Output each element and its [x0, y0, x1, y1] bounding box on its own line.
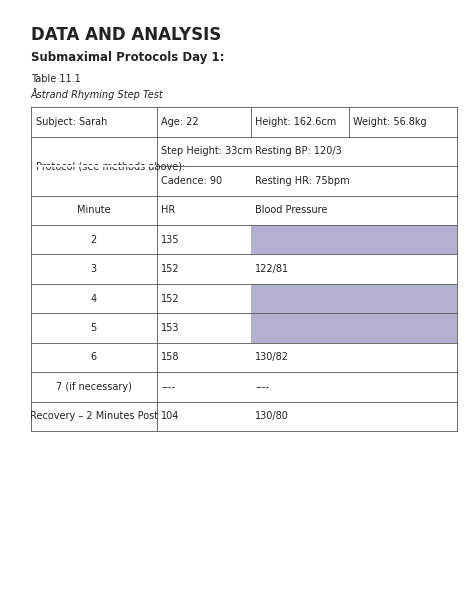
Text: Submaximal Protocols Day 1:: Submaximal Protocols Day 1:: [31, 51, 224, 64]
Text: Height: 162.6cm: Height: 162.6cm: [255, 117, 337, 127]
Text: 135: 135: [161, 235, 180, 245]
Text: 130/82: 130/82: [255, 352, 289, 362]
Text: Cadence: 90: Cadence: 90: [161, 176, 222, 186]
Text: 6: 6: [91, 352, 97, 362]
Bar: [250, 313, 457, 343]
Text: Blood Pressure: Blood Pressure: [255, 205, 328, 215]
Bar: [32, 165, 155, 167]
Text: 5: 5: [91, 323, 97, 333]
Text: Åstrand Rhyming Step Test: Åstrand Rhyming Step Test: [31, 88, 164, 100]
Text: Recovery – 2 Minutes Post: Recovery – 2 Minutes Post: [30, 411, 158, 421]
Text: 7 (if necessary): 7 (if necessary): [56, 382, 132, 392]
Text: 2: 2: [91, 235, 97, 245]
Text: Minute: Minute: [77, 205, 110, 215]
Text: Weight: 56.8kg: Weight: 56.8kg: [353, 117, 427, 127]
Bar: [250, 284, 457, 313]
Text: Subject: Sarah: Subject: Sarah: [36, 117, 107, 127]
Text: DATA AND ANALYSIS: DATA AND ANALYSIS: [31, 26, 221, 44]
Text: Step Height: 33cm: Step Height: 33cm: [161, 147, 253, 156]
Text: 153: 153: [161, 323, 180, 333]
Text: 4: 4: [91, 294, 97, 303]
Text: 122/81: 122/81: [255, 264, 289, 274]
Text: 152: 152: [161, 294, 180, 303]
Text: 104: 104: [161, 411, 180, 421]
Text: ----: ----: [161, 382, 175, 392]
Text: HR: HR: [161, 205, 176, 215]
Text: Table 11.1: Table 11.1: [31, 74, 81, 83]
Text: Protocol (see methods above):: Protocol (see methods above):: [36, 161, 185, 171]
Text: 130/80: 130/80: [255, 411, 289, 421]
Text: 3: 3: [91, 264, 97, 274]
Text: Age: 22: Age: 22: [161, 117, 199, 127]
Text: 158: 158: [161, 352, 180, 362]
Text: ----: ----: [255, 382, 269, 392]
Text: 152: 152: [161, 264, 180, 274]
Text: Resting BP: 120/3: Resting BP: 120/3: [255, 147, 342, 156]
Bar: [250, 225, 457, 254]
Text: Resting HR: 75bpm: Resting HR: 75bpm: [255, 176, 350, 186]
